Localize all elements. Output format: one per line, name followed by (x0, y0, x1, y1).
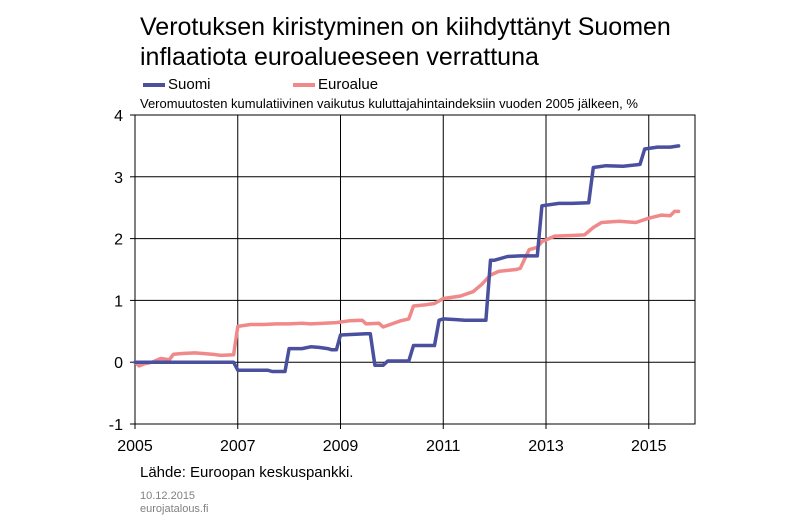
x-tick-label-2013: 2013 (528, 438, 564, 455)
y-tick-label-0: 0 (114, 355, 123, 372)
footer-date: 10.12.2015 (140, 490, 196, 502)
x-tick-label-2009: 2009 (323, 438, 359, 455)
x-tick-label-2007: 2007 (220, 438, 256, 455)
legend-item-euroalue: Euroalue (293, 76, 378, 93)
y-tick-label-2: 2 (114, 232, 123, 249)
legend-item-suomi: Suomi (143, 76, 211, 93)
series-line-suomi (133, 144, 681, 374)
y-tick-label-3: 3 (114, 170, 123, 187)
plot-frame (134, 114, 696, 425)
y-tick-label-4: 4 (114, 108, 123, 125)
x-tick-label-2005: 2005 (117, 438, 153, 455)
legend-swatch-euroalue (293, 82, 315, 87)
y-tick-label-1: 1 (114, 293, 123, 310)
chart-subtitle: Veromuutosten kumulatiivinen vaikutus ku… (140, 96, 638, 111)
x-tick-label-2015: 2015 (631, 438, 667, 455)
legend-label-euroalue: Euroalue (318, 76, 379, 93)
x-tick-label-2011: 2011 (426, 438, 461, 455)
legend-swatch-suomi (143, 82, 165, 87)
chart-title: Verotuksen kiristyminen on kiihdyttänyt … (140, 12, 780, 72)
series-line-euroalue (133, 209, 681, 368)
y-tick-label--1: -1 (109, 417, 123, 434)
legend-label-suomi: Suomi (168, 76, 211, 93)
chart-title-line-1: Verotuksen kiristyminen on kiihdyttänyt … (140, 13, 671, 41)
footer-site: eurojatalous.fi (140, 503, 209, 515)
source-note: Lähde: Euroopan keskuspankki. (140, 464, 354, 481)
chart-title-line-2: inflaatiota euroalueeseen verrattuna (140, 43, 539, 71)
